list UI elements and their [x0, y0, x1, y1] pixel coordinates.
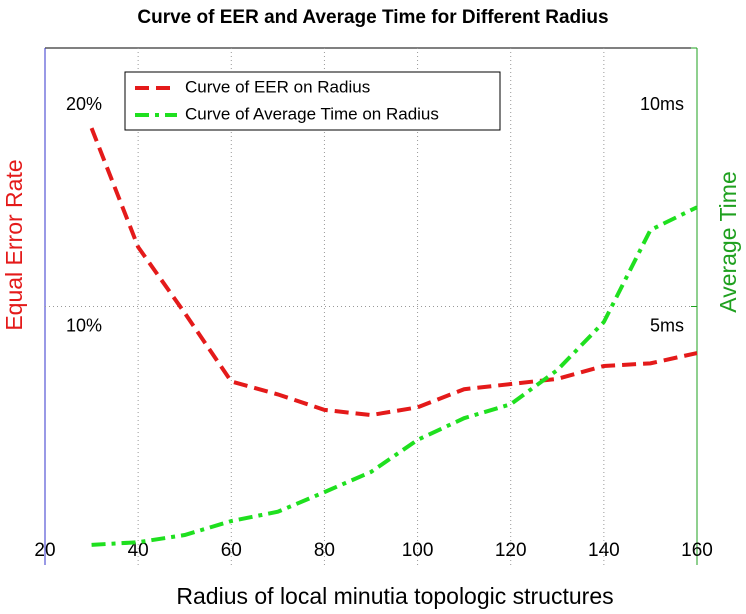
series-line: [91, 205, 698, 547]
x-tick-label: 160: [681, 540, 713, 561]
y2-axis-label: Average Time: [715, 171, 741, 312]
x-tick-label: 20: [34, 540, 55, 561]
chart-title: Curve of EER and Average Time for Differ…: [137, 7, 608, 28]
legend-label: Curve of Average Time on Radius: [185, 104, 439, 123]
x-tick-label: 140: [588, 540, 620, 561]
legend-box: [124, 71, 501, 131]
x-tick-label: 100: [402, 540, 434, 561]
x-tick-label: 60: [221, 540, 242, 561]
x-tick-label: 40: [128, 540, 149, 561]
x-axis-label: Radius of local minutia topologic struct…: [176, 583, 613, 609]
y2-tick-label: 5ms: [650, 315, 684, 335]
y-tick-label: 20%: [66, 94, 102, 114]
x-tick-label: 120: [495, 540, 527, 561]
y-tick-label: 10%: [66, 315, 102, 335]
x-tick-label: 80: [314, 540, 335, 561]
legend-label: Curve of EER on Radius: [185, 77, 370, 96]
y2-tick-label: 10ms: [640, 94, 684, 114]
y-axis-label: Equal Error Rate: [1, 159, 27, 330]
series-line: [89, 127, 698, 418]
